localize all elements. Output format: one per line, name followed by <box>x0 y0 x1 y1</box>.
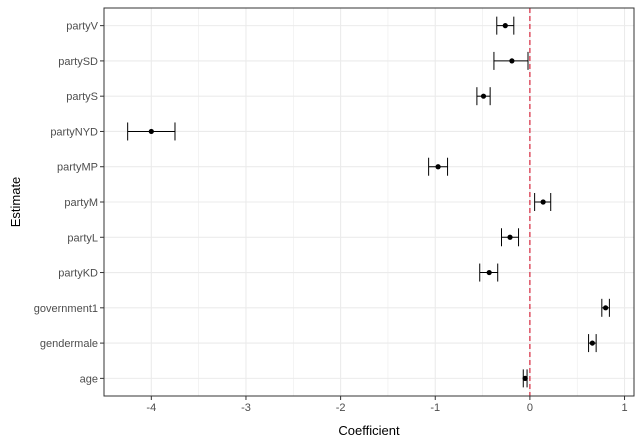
point-partyMP <box>435 164 441 170</box>
x-tick-label: 0 <box>527 402 533 414</box>
point-partyKD <box>486 269 492 276</box>
axis-ticks: -4 -3 -2 -1 0 1 partyV partySD partyS partyNYD par… <box>34 21 628 414</box>
y-tick-label: gendermale <box>40 338 98 350</box>
point-age <box>522 375 528 381</box>
y-tick-label: partyKD <box>58 268 98 280</box>
x-tick-label: -2 <box>336 402 346 414</box>
estimate-gendermale <box>588 334 597 353</box>
point-partyV <box>502 23 508 29</box>
x-axis-title: Coefficient <box>338 423 400 438</box>
y-axis-title: Estimate <box>8 177 23 228</box>
estimate-government1 <box>601 298 610 317</box>
y-tick-label: partyV <box>66 21 98 33</box>
y-tick-label: age <box>80 373 98 385</box>
x-tick-label: -3 <box>241 402 251 414</box>
estimate-partyV <box>496 16 515 35</box>
y-tick-label: government1 <box>34 303 98 315</box>
estimate-partySD <box>493 51 529 70</box>
estimate-partyL <box>501 228 520 247</box>
point-partySD <box>509 58 515 64</box>
y-tick-label: partyL <box>67 232 98 244</box>
estimate-partyKD <box>479 263 499 282</box>
estimate-partyNYD <box>127 122 176 141</box>
point-partyL <box>507 234 513 240</box>
y-tick-label: partySD <box>58 56 98 68</box>
x-tick-label: -4 <box>146 402 156 414</box>
estimate-partyMP <box>428 157 449 176</box>
point-partyM <box>540 199 546 205</box>
point-government1 <box>603 305 609 311</box>
y-tick-label: partyS <box>66 91 98 103</box>
y-tick-label: partyNYD <box>50 126 98 138</box>
estimate-age <box>522 369 528 388</box>
estimate-partyM <box>534 193 552 211</box>
y-tick-label: partyMP <box>57 162 98 174</box>
estimate-partyS <box>476 87 491 106</box>
point-gendermale <box>589 340 595 346</box>
point-partyS <box>480 93 487 99</box>
y-tick-label: partyM <box>64 197 98 209</box>
data-marks <box>127 16 610 388</box>
x-tick-label: 1 <box>621 402 627 414</box>
x-tick-label: -1 <box>430 402 440 414</box>
point-partyNYD <box>148 128 154 135</box>
